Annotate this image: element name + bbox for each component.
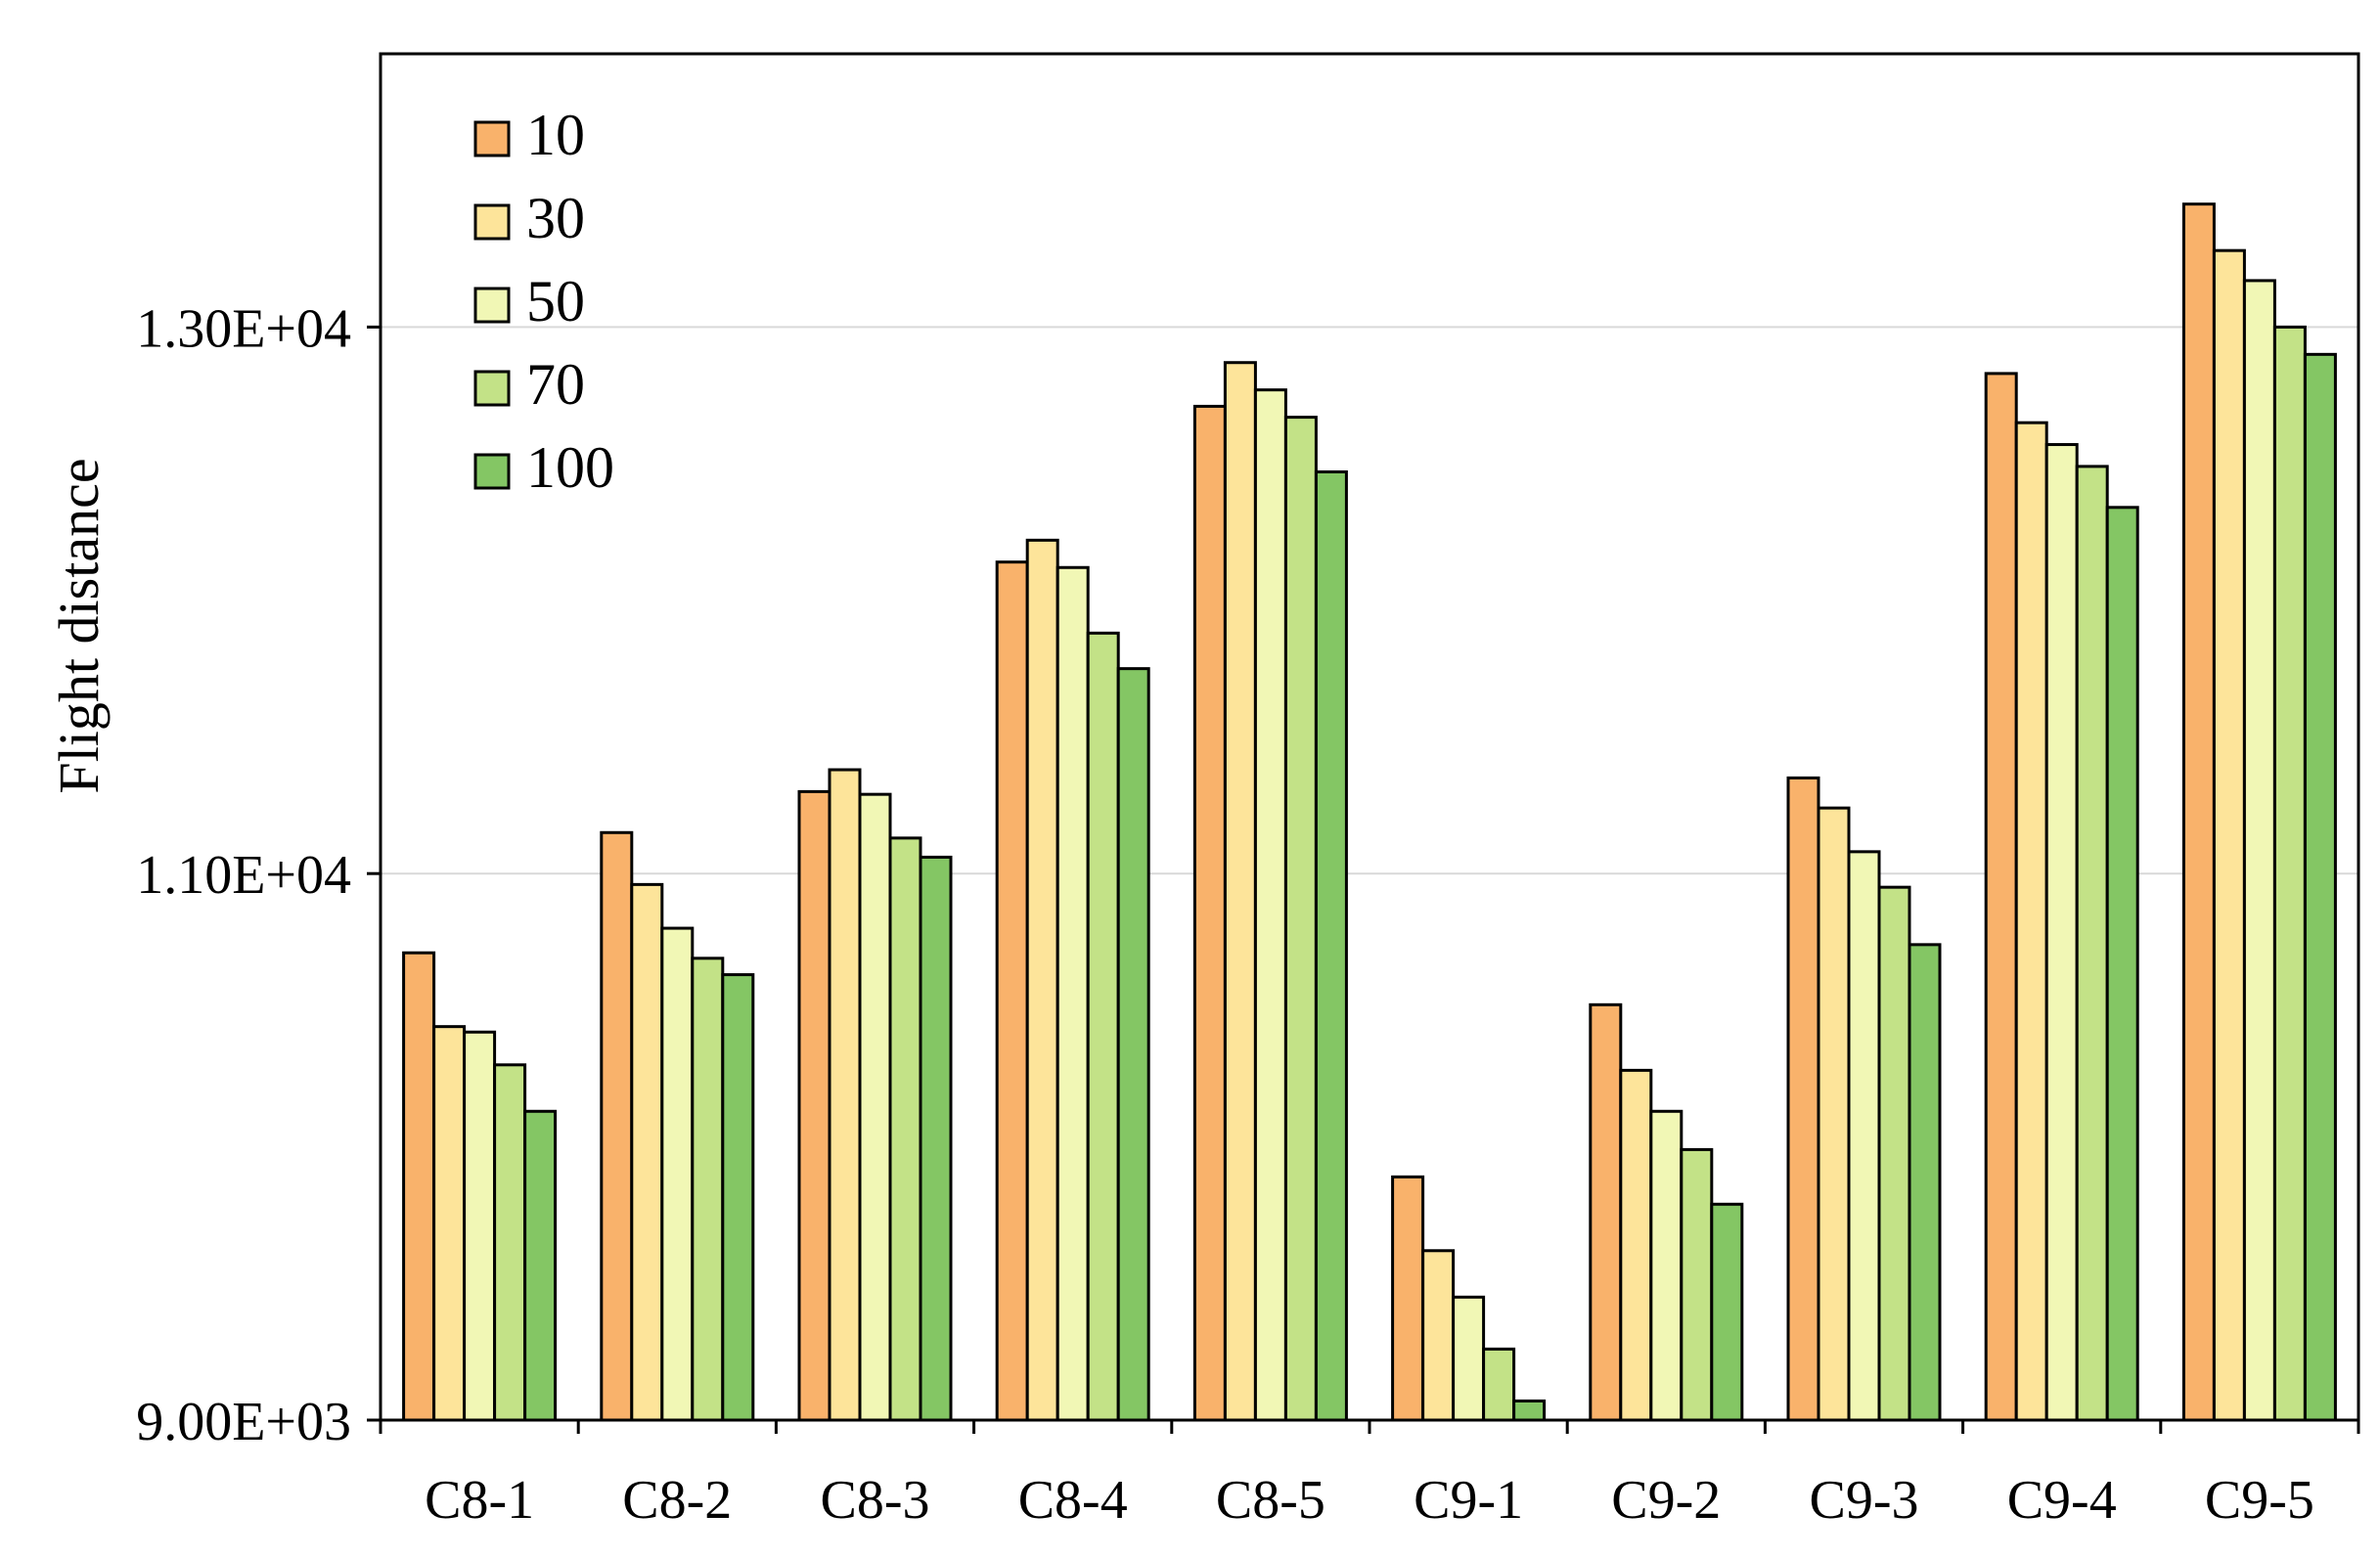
legend-label: 70 (526, 352, 585, 417)
bar-C9-1-100 (1512, 1399, 1547, 1422)
bar-C8-4-100 (1116, 667, 1150, 1422)
legend: 10 30 50 70 100 (473, 103, 614, 500)
bar-C9-5-50 (2242, 279, 2276, 1422)
bar-C9-4-70 (2075, 465, 2109, 1422)
legend-label: 100 (526, 435, 614, 500)
bar-C9-4-30 (2014, 421, 2048, 1422)
bar-C9-4-10 (1984, 372, 2018, 1422)
bar-C9-3-70 (1877, 885, 1911, 1422)
legend-item: 100 (473, 435, 614, 500)
y-tick-label: 1.30E+04 (136, 298, 351, 359)
bar-C9-1-10 (1391, 1175, 1425, 1422)
bar-C8-5-10 (1192, 404, 1227, 1422)
bar-C8-2-30 (630, 882, 664, 1422)
bar-C8-4-70 (1086, 631, 1120, 1422)
bar-C8-2-70 (691, 957, 725, 1422)
x-category-label: C9-5 (2205, 1470, 2314, 1531)
bar-C9-1-70 (1482, 1347, 1516, 1422)
bar-C8-5-100 (1314, 469, 1348, 1422)
legend-swatch (473, 120, 511, 157)
bar-C9-5-70 (2272, 325, 2307, 1422)
bar-C8-2-50 (660, 926, 695, 1422)
legend-item: 50 (473, 269, 585, 334)
bar-C8-5-70 (1283, 416, 1318, 1422)
bars (402, 202, 2337, 1422)
x-category-label: C9-3 (1810, 1470, 1919, 1531)
legend-swatch (473, 453, 511, 490)
bar-C8-4-10 (995, 560, 1029, 1422)
legend-label: 50 (526, 269, 585, 334)
bar-C9-5-30 (2212, 248, 2246, 1422)
legend-item: 30 (473, 186, 585, 250)
bar-C9-2-70 (1680, 1147, 1714, 1422)
legend-item: 10 (473, 103, 585, 167)
bar-C8-4-30 (1025, 538, 1059, 1422)
bar-C9-3-100 (1908, 943, 1942, 1422)
bar-C9-2-10 (1589, 1002, 1623, 1422)
bar-C9-1-50 (1452, 1295, 1486, 1422)
x-category-label: C8-3 (821, 1470, 930, 1531)
x-category-label: C9-1 (1414, 1470, 1523, 1531)
bar-C9-4-50 (2044, 443, 2079, 1422)
x-category-label: C9-4 (2007, 1470, 2117, 1531)
bar-C8-3-100 (919, 855, 953, 1422)
bar-C9-3-30 (1817, 806, 1851, 1422)
bar-C9-3-50 (1847, 850, 1881, 1422)
legend-label: 30 (526, 186, 585, 250)
x-category-label: C8-2 (622, 1470, 732, 1531)
y-tick-label: 9.00E+03 (136, 1392, 351, 1452)
bar-C9-2-30 (1619, 1068, 1653, 1422)
bar-C8-4-50 (1055, 565, 1090, 1422)
y-tick-label: 1.10E+04 (136, 845, 351, 906)
bar-C8-1-100 (523, 1109, 558, 1422)
bar-C9-4-100 (2105, 506, 2139, 1422)
x-category-label: C8-1 (425, 1470, 534, 1531)
bar-C8-1-70 (493, 1063, 527, 1422)
bar-C8-3-70 (888, 836, 922, 1422)
bar-C8-1-30 (432, 1025, 467, 1422)
bar-C8-1-10 (402, 951, 436, 1422)
bar-C9-5-100 (2303, 352, 2337, 1422)
bar-C9-1-30 (1421, 1249, 1456, 1422)
x-category-label: C8-5 (1216, 1470, 1325, 1531)
y-axis-tick-labels: 9.00E+03 1.10E+04 1.30E+04 (136, 298, 351, 1452)
bar-C8-5-30 (1223, 361, 1257, 1422)
bar-C9-2-100 (1710, 1202, 1744, 1422)
axis-ticks (367, 325, 2360, 1434)
legend-swatch (473, 287, 511, 324)
bar-C9-2-50 (1649, 1109, 1684, 1422)
bar-C8-2-100 (721, 973, 755, 1422)
bar-C9-3-10 (1786, 776, 1820, 1422)
x-axis-category-labels: C8-1 C8-2 C8-3 C8-4 C8-5 C9-1 C9-2 C9-3 C9-4 C9-5 (425, 1470, 2314, 1531)
x-category-label: C9-2 (1611, 1470, 1721, 1531)
bar-C8-5-50 (1253, 388, 1287, 1422)
legend-swatch (473, 203, 511, 241)
x-category-label: C8-4 (1018, 1470, 1128, 1531)
bar-C8-3-30 (828, 768, 862, 1422)
legend-item: 70 (473, 352, 585, 417)
bar-C8-3-50 (858, 792, 892, 1422)
bar-C8-1-50 (463, 1030, 497, 1422)
bar-C8-2-10 (600, 830, 634, 1422)
bar-C8-3-10 (797, 789, 831, 1422)
legend-label: 10 (526, 103, 585, 167)
legend-swatch (473, 370, 511, 407)
y-axis-title: Flight distance (47, 458, 111, 793)
bar-C9-5-10 (2181, 202, 2216, 1422)
